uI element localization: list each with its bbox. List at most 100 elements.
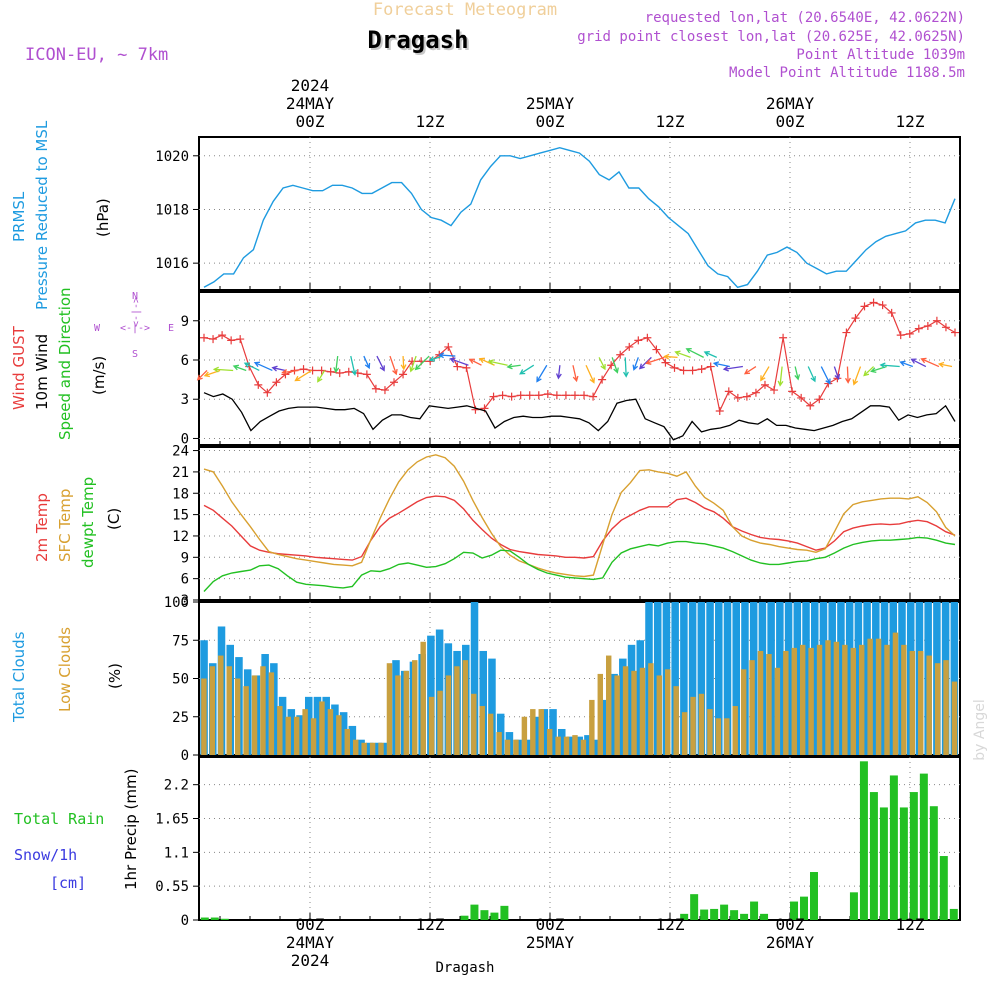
y-tick-label: 0 (181, 913, 189, 929)
pressure-side-label: PRMSL Pressure Reduced to MSL (hPa) (10, 120, 112, 310)
compass-arrow-h: <-|-> (120, 323, 150, 334)
wind-direction-arrow (585, 364, 595, 384)
temp-side-label: 2m Temp SFC Temp dewpt Temp (C) (33, 477, 123, 568)
y-tick-label: 9 (181, 314, 189, 330)
low-clouds-bar (859, 644, 865, 755)
footer-location: Dragash (435, 960, 494, 976)
wind-direction-arrow (833, 366, 841, 381)
grid-point-coords: grid point closest lon,lat (20.625E, 42.… (577, 29, 965, 45)
gust-point (742, 392, 751, 401)
wind-direction-arrow (685, 348, 704, 358)
wind-direction-arrow (910, 358, 927, 368)
gust-point (552, 391, 561, 400)
gust-point (941, 323, 950, 332)
gust-point (878, 301, 887, 310)
total-clouds-bar (287, 709, 296, 755)
gust-point (815, 395, 824, 404)
wind-direction-arrow (703, 351, 718, 358)
low-clouds-bar (487, 713, 494, 755)
y-tick-label: 2.2 (164, 778, 189, 794)
wind-direction-arrow (712, 361, 730, 368)
wind-direction-arrow (376, 355, 385, 372)
rain-bar (220, 918, 229, 920)
compass-n: N (132, 291, 138, 302)
gust-point (760, 380, 769, 389)
total-clouds-bar (671, 602, 679, 755)
total-clouds-bar (845, 602, 854, 755)
low-clouds-bar (496, 732, 502, 755)
gust-point (371, 384, 380, 393)
rain-bar (200, 917, 209, 920)
temp-unit: (C) (105, 508, 123, 530)
total-clouds-bar (810, 602, 819, 755)
wind-direction-arrow (281, 369, 299, 375)
total-clouds-bar (601, 699, 610, 755)
low-clouds-bar (302, 709, 308, 755)
gust-point (444, 342, 453, 351)
y-tick-label: 0 (181, 748, 189, 764)
wind-direction-arrow (722, 365, 743, 372)
wind-direction-arrow (555, 365, 562, 380)
gust-point (751, 388, 760, 397)
sfc-temp-label: SFC Temp (56, 489, 74, 562)
low-clouds-bar (428, 696, 435, 755)
requested-coords: requested lon,lat (20.6540E, 42.0622N) (645, 10, 965, 26)
y-tick-label: 18 (172, 486, 189, 502)
low-clouds-bar (479, 706, 485, 755)
gust-point (453, 362, 462, 371)
wind-direction-arrow (598, 357, 606, 371)
panel-frame (198, 446, 961, 601)
low-clouds-bar (412, 660, 418, 755)
y-tick-label: 1020 (155, 149, 189, 165)
gust-point (362, 370, 371, 379)
compass-arrow-v: <-|-> (131, 297, 142, 327)
total-clouds-bar (950, 602, 959, 755)
low-clouds-bar (926, 655, 932, 755)
gust-point (380, 386, 389, 395)
wind-direction-arrow (820, 366, 831, 385)
rain-bar (680, 913, 689, 920)
low-clouds-bar (648, 663, 654, 755)
wind-direction-arrow (294, 369, 312, 382)
gust-point (770, 386, 779, 395)
y-tick-label: 6 (181, 572, 189, 588)
gust-point (616, 350, 625, 359)
wind-direction-arrow (794, 366, 801, 381)
total-clouds-bar (706, 602, 714, 755)
wind-direction-arrow (777, 366, 784, 387)
total-clouds-bar (575, 736, 583, 755)
rain-bar (849, 892, 858, 920)
clouds-side-label: Total Clouds Low Clouds (%) (10, 627, 124, 723)
low-clouds-bar (378, 742, 384, 755)
low-clouds-bar (698, 693, 705, 755)
rain-bar (700, 909, 709, 920)
wind-direction-arrow (879, 362, 900, 369)
gust-point (797, 393, 806, 402)
low-clouds-bar (808, 647, 814, 755)
total-clouds-bar (819, 602, 828, 755)
low-clouds-bar (749, 660, 755, 755)
wind-direction-arrow (852, 366, 862, 386)
rain-bar (889, 775, 898, 920)
rain-bar (460, 915, 469, 920)
low-clouds-bar (639, 667, 646, 755)
wind-side-label: Wind GUST 10m Wind Speed and Direction (… (10, 287, 174, 440)
low-clouds-bar (513, 739, 519, 755)
pressure-label-prmsl: PRMSL (10, 191, 28, 242)
snow-label: Snow/1h (14, 846, 77, 864)
gust-point (896, 331, 905, 340)
dewpt-label: dewpt Temp (79, 477, 97, 568)
low-clouds-bar (538, 709, 544, 755)
gust-point (905, 329, 914, 338)
wind-direction-arrow (760, 366, 770, 382)
total-clouds-bar (610, 673, 618, 755)
gust-point (390, 378, 399, 387)
total-clouds-bar (479, 650, 487, 755)
total-clouds-label: Total Clouds (10, 631, 28, 723)
rain-bar (879, 807, 888, 920)
gust-point (254, 380, 263, 389)
low-clouds-bar (799, 644, 806, 755)
total-clouds-bar (828, 602, 836, 755)
gust-point (652, 345, 661, 354)
